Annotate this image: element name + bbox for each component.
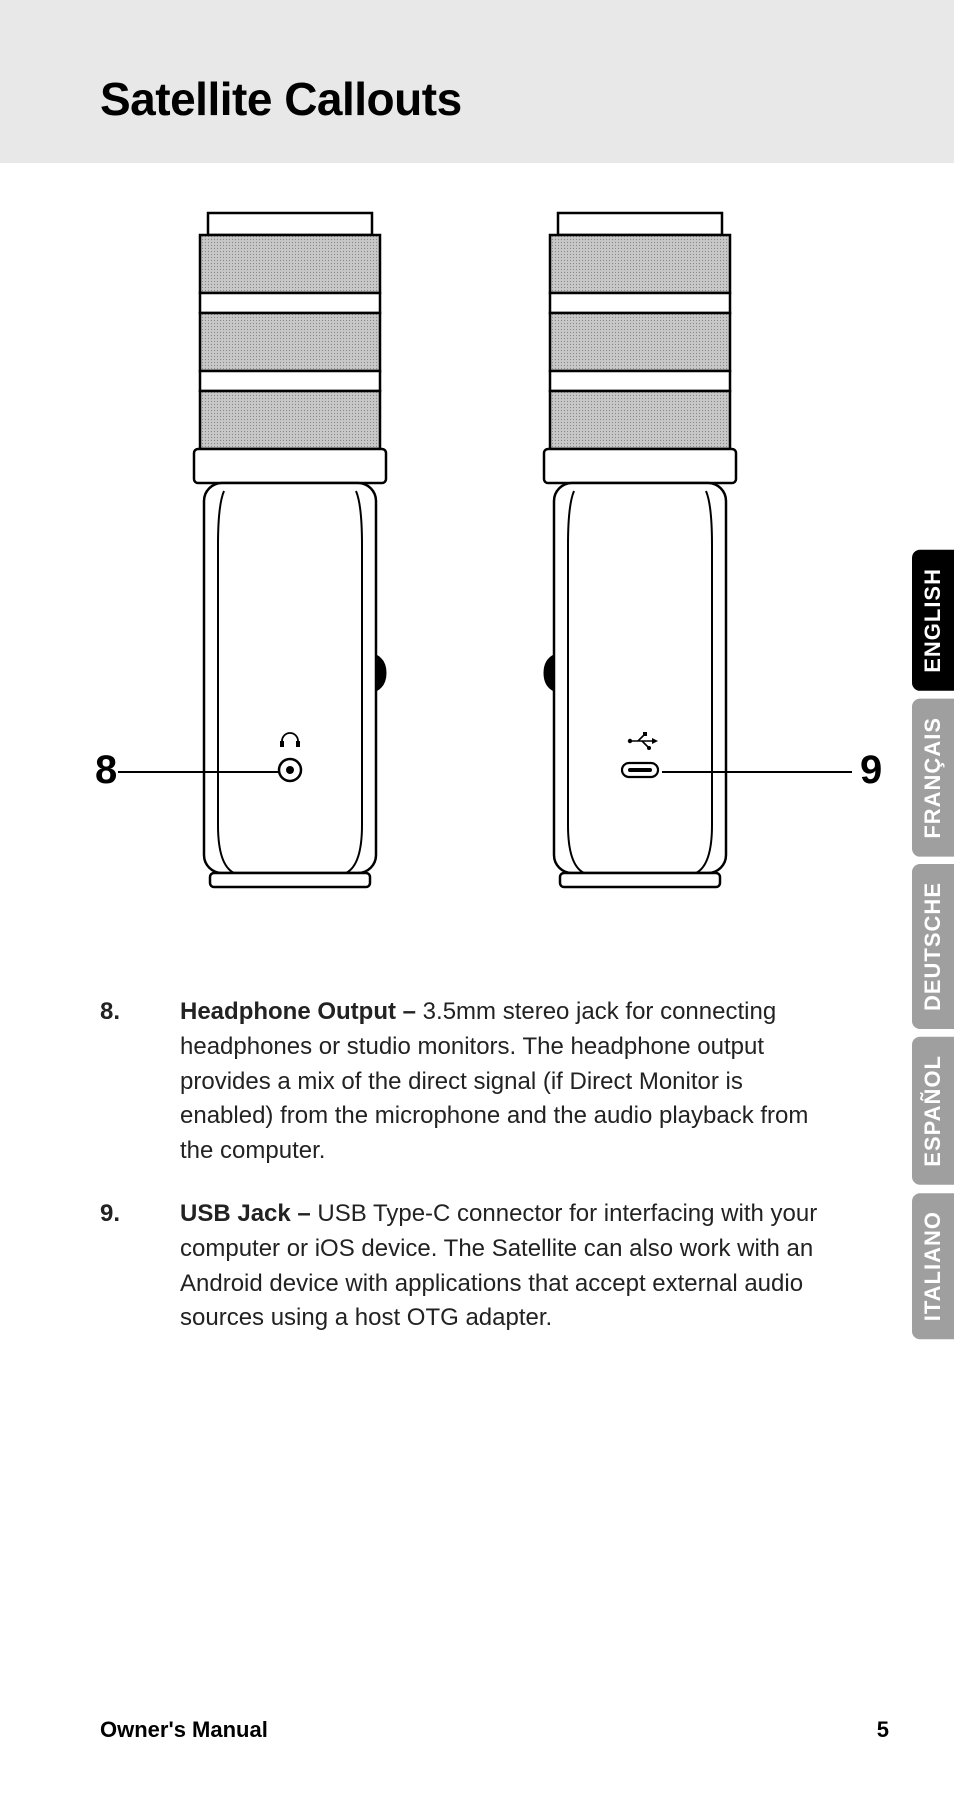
description-body: USB Jack – USB Type-C connector for inte…	[180, 1197, 830, 1336]
description-item-8: 8. Headphone Output – 3.5mm stereo jack …	[100, 995, 830, 1169]
microphone-left-diagram	[180, 205, 400, 905]
description-label: Headphone Output –	[180, 998, 423, 1025]
language-tabs: ENGLISH FRANÇAIS DEUTSCHE ESPAÑOL ITALIA…	[912, 550, 954, 1347]
lang-tab-italiano[interactable]: ITALIANO	[912, 1193, 954, 1339]
footer-page-number: 5	[877, 1717, 889, 1743]
lang-tab-espanol[interactable]: ESPAÑOL	[912, 1037, 954, 1185]
callout-line-8	[118, 771, 280, 773]
lang-tab-english[interactable]: ENGLISH	[912, 550, 954, 691]
microphone-right-diagram	[530, 205, 750, 905]
description-number: 8.	[100, 995, 180, 1169]
description-item-9: 9. USB Jack – USB Type-C connector for i…	[100, 1197, 830, 1336]
description-body: Headphone Output – 3.5mm stereo jack for…	[180, 995, 830, 1169]
callout-line-9	[662, 771, 852, 773]
description-number: 9.	[100, 1197, 180, 1336]
callout-number-9: 9	[860, 748, 882, 793]
description-label: USB Jack –	[180, 1200, 317, 1227]
diagram-area: 8 9	[0, 205, 954, 925]
header-band: Satellite Callouts	[0, 0, 954, 163]
lang-tab-francais[interactable]: FRANÇAIS	[912, 699, 954, 857]
page-title: Satellite Callouts	[100, 72, 462, 126]
callout-number-8: 8	[95, 748, 117, 793]
page-footer: Owner's Manual 5	[100, 1717, 889, 1743]
lang-tab-deutsche[interactable]: DEUTSCHE	[912, 864, 954, 1029]
descriptions-list: 8. Headphone Output – 3.5mm stereo jack …	[100, 995, 830, 1364]
footer-doc-title: Owner's Manual	[100, 1717, 268, 1743]
